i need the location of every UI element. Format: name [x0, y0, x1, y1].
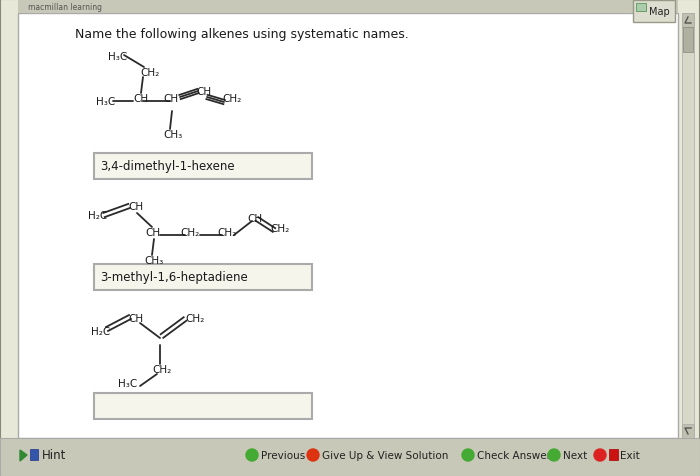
Text: CH₃: CH₃	[163, 130, 182, 140]
Text: Previous: Previous	[261, 450, 305, 460]
Polygon shape	[20, 450, 27, 461]
Text: CH: CH	[145, 228, 160, 238]
Text: 3,4-dimethyl-1-hexene: 3,4-dimethyl-1-hexene	[100, 160, 235, 173]
Text: CH₂: CH₂	[270, 224, 289, 234]
Text: CH₂: CH₂	[152, 364, 172, 374]
Text: Exit: Exit	[620, 450, 640, 460]
Text: CH₃: CH₃	[144, 256, 163, 266]
Text: CH₂: CH₂	[140, 68, 160, 78]
Text: H₃C: H₃C	[118, 378, 137, 388]
Text: CH₂: CH₂	[222, 94, 242, 104]
Bar	[18, 0, 678, 14]
Text: H₃C: H₃C	[108, 52, 127, 62]
Bar	[683, 28, 693, 53]
Text: Hint: Hint	[42, 448, 66, 462]
Text: Next: Next	[563, 450, 587, 460]
Text: CH₂: CH₂	[217, 228, 237, 238]
Text: H₂C: H₂C	[91, 327, 111, 336]
Circle shape	[548, 449, 560, 461]
FancyBboxPatch shape	[94, 393, 312, 419]
Bar	[30, 449, 38, 460]
Text: 3-methyl-1,6-heptadiene: 3-methyl-1,6-heptadiene	[100, 271, 248, 284]
Circle shape	[462, 449, 474, 461]
Bar	[18, 14, 678, 438]
FancyBboxPatch shape	[94, 154, 312, 179]
Text: CH: CH	[128, 313, 143, 323]
Text: Map: Map	[649, 7, 670, 17]
Bar	[682, 14, 694, 28]
Text: Name the following alkenes using systematic names.: Name the following alkenes using systema…	[75, 28, 409, 41]
Circle shape	[246, 449, 258, 461]
Text: H₂C: H₂C	[88, 210, 107, 220]
Text: CH₂: CH₂	[185, 313, 204, 323]
Text: Give Up & View Solution: Give Up & View Solution	[322, 450, 449, 460]
Text: Check Answer: Check Answer	[477, 450, 551, 460]
Text: CH: CH	[196, 87, 211, 97]
Bar	[0, 438, 700, 476]
Text: CH: CH	[133, 94, 148, 104]
Circle shape	[307, 449, 319, 461]
Text: CH: CH	[163, 94, 178, 104]
Text: CH: CH	[128, 201, 143, 211]
Text: CH₂: CH₂	[180, 228, 200, 238]
Bar	[682, 424, 694, 438]
Circle shape	[594, 449, 606, 461]
Bar	[682, 14, 694, 438]
Text: CH: CH	[247, 214, 262, 224]
Text: macmillan learning: macmillan learning	[28, 2, 102, 11]
FancyBboxPatch shape	[633, 1, 675, 23]
FancyBboxPatch shape	[94, 265, 312, 290]
Text: H₃C: H₃C	[96, 97, 116, 107]
Bar	[609, 449, 618, 460]
Bar	[636, 4, 646, 12]
